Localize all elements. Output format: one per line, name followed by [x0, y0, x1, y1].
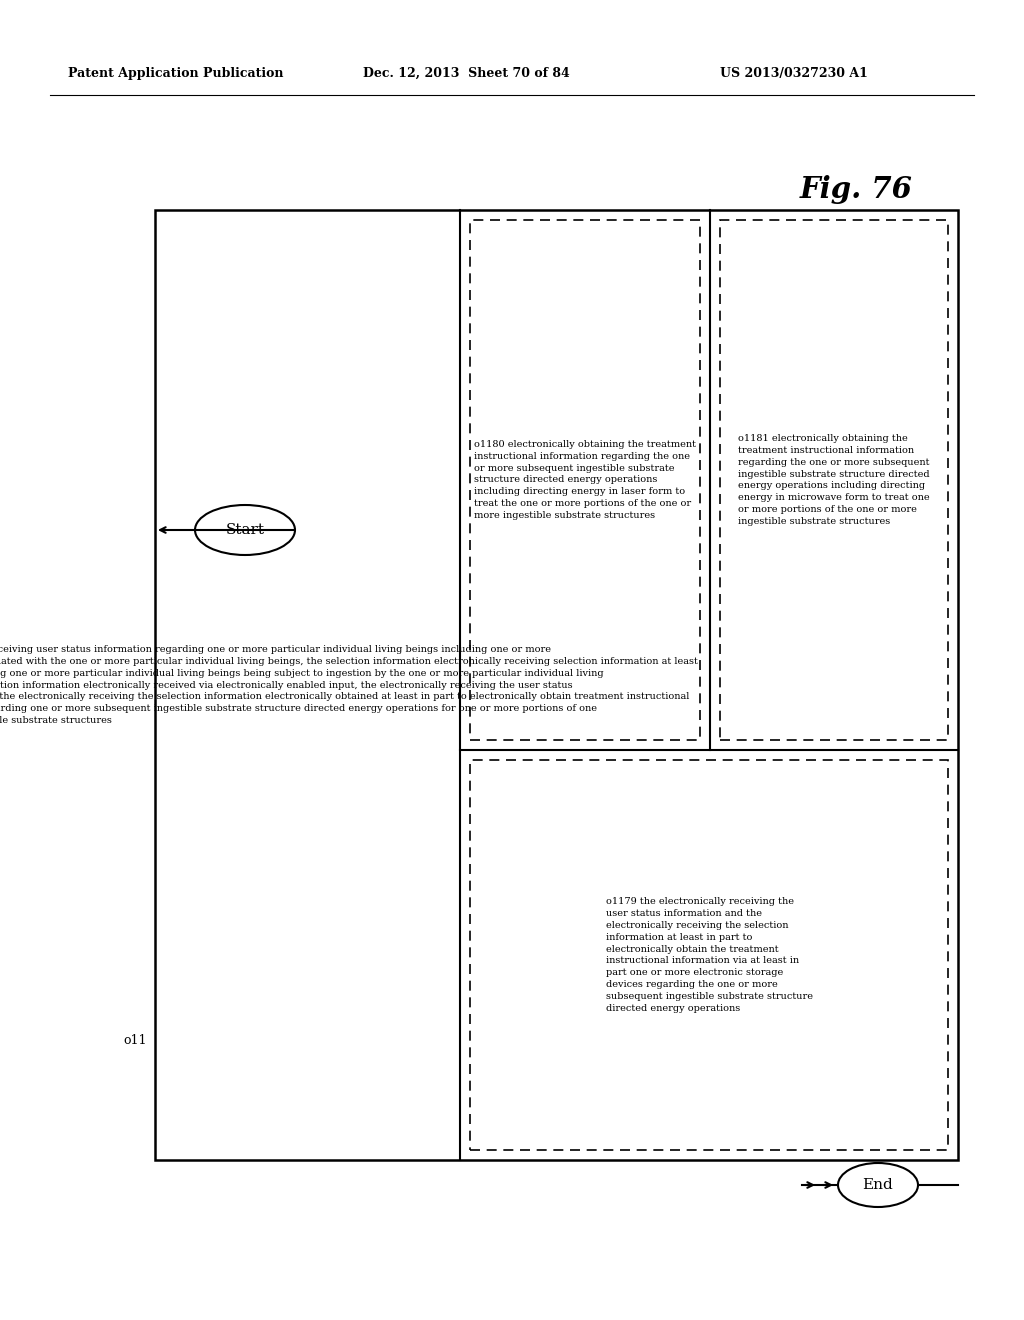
Text: Fig. 76: Fig. 76 [800, 176, 912, 205]
Text: Dec. 12, 2013  Sheet 70 of 84: Dec. 12, 2013 Sheet 70 of 84 [362, 66, 569, 79]
Text: US 2013/0327230 A1: US 2013/0327230 A1 [720, 66, 868, 79]
Text: electronically receiving user status information regarding one or more particula: electronically receiving user status inf… [0, 645, 698, 725]
Bar [470, 760, 948, 1150]
Text: o1180 electronically obtaining the treatment
instructional information regarding: o1180 electronically obtaining the treat… [474, 440, 696, 520]
Ellipse shape [838, 1163, 918, 1206]
Text: Start: Start [225, 523, 264, 537]
Bar [155, 210, 958, 1160]
Text: o1179 the electronically receiving the
user status information and the
electroni: o1179 the electronically receiving the u… [605, 898, 812, 1012]
Text: End: End [862, 1177, 893, 1192]
Bar [720, 220, 948, 741]
Bar [470, 220, 700, 741]
Ellipse shape [195, 506, 295, 554]
Text: o1181 electronically obtaining the
treatment instructional information
regarding: o1181 electronically obtaining the treat… [738, 434, 930, 525]
Text: o11: o11 [124, 1034, 147, 1047]
Text: Patent Application Publication: Patent Application Publication [68, 66, 284, 79]
